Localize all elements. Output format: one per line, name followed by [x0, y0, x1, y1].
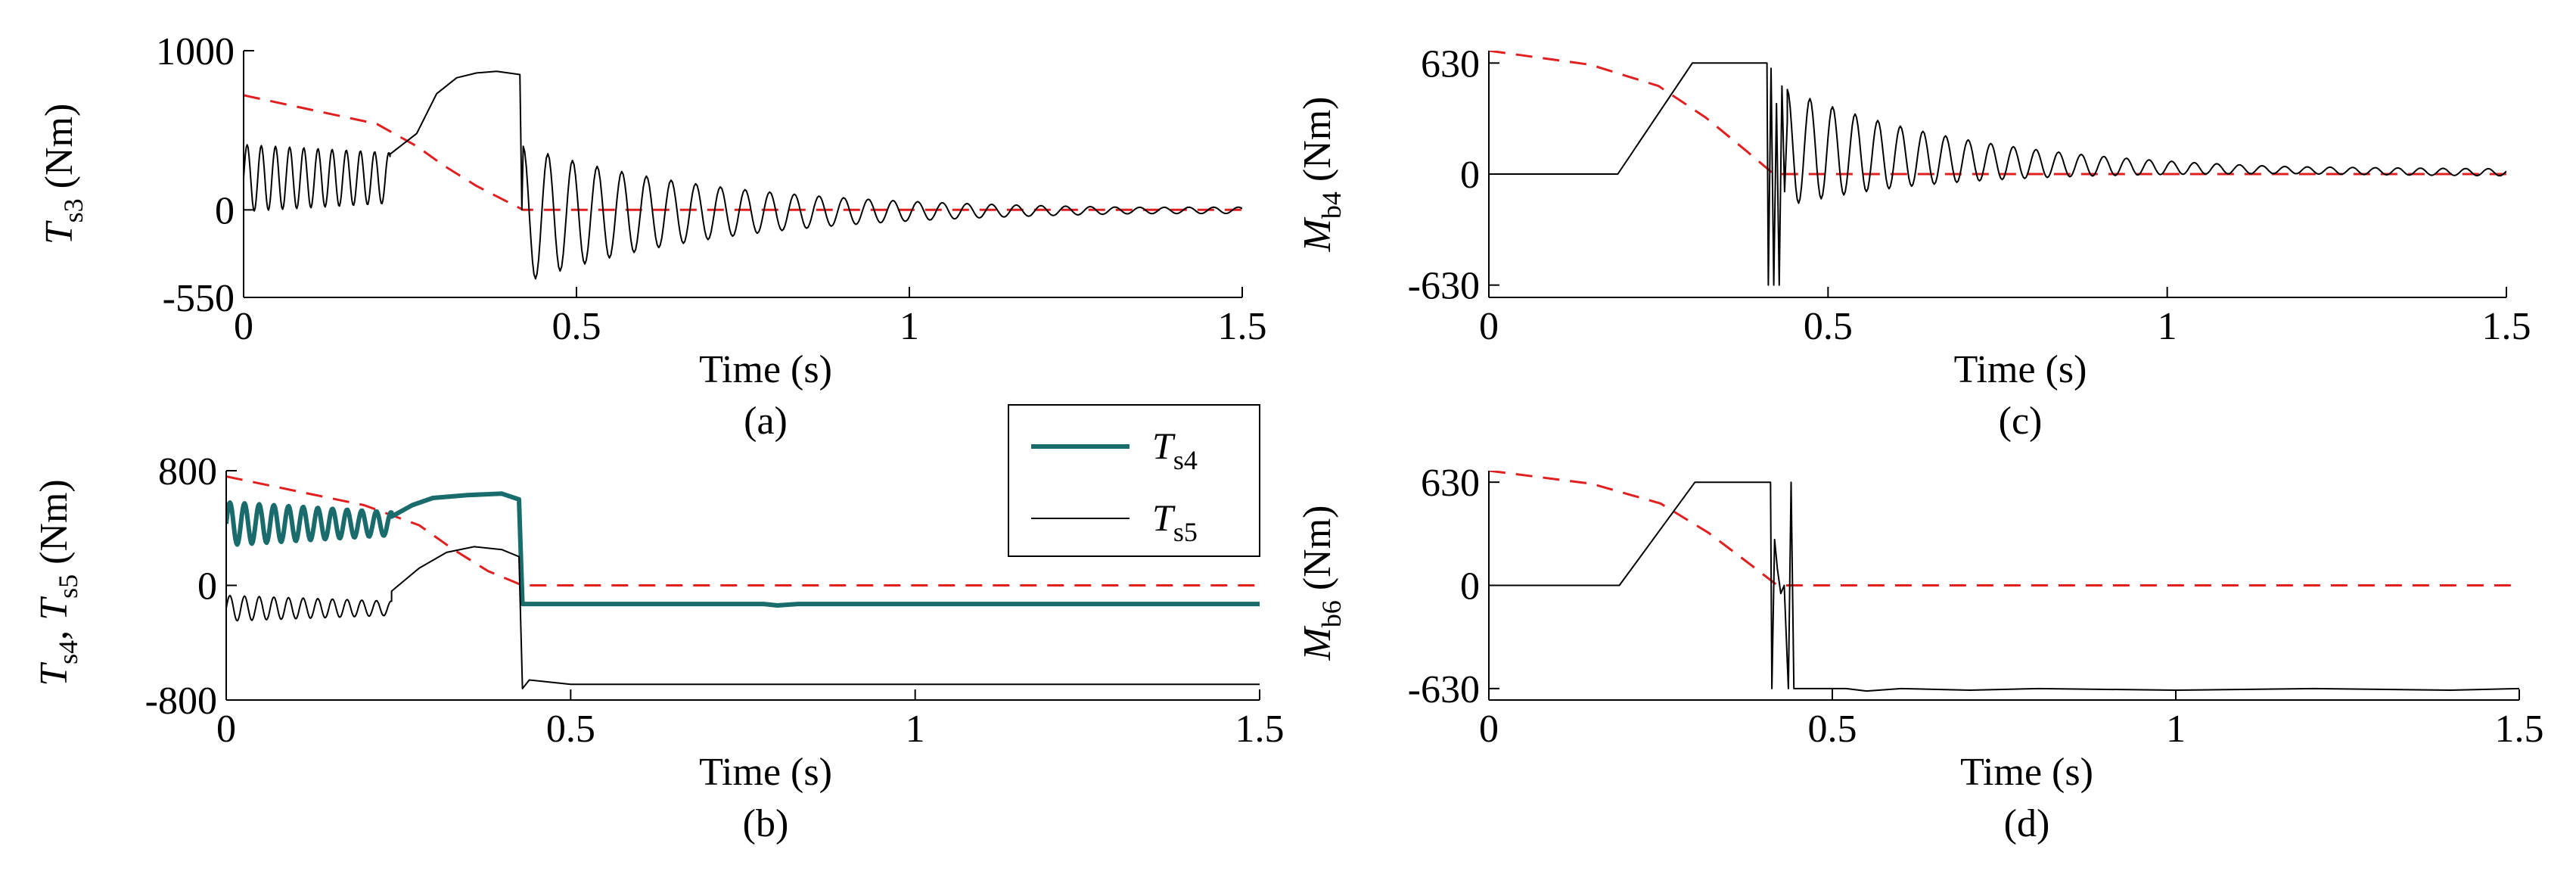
x-tick-label: 0 — [1479, 708, 1499, 751]
x-tick-label: 0 — [1479, 305, 1499, 348]
x-axis-label: Time (s) — [699, 751, 832, 794]
y-axis-label: Ts4, Ts5 (Nm) — [33, 479, 83, 686]
series-main-line — [1489, 481, 2519, 692]
panel-caption: (a) — [744, 400, 788, 443]
series-Ts4-line — [226, 491, 1260, 608]
legend-label: Ts4 — [1152, 425, 1198, 475]
legend-box — [1008, 404, 1260, 557]
series-ref-line — [244, 94, 1242, 211]
series-main-line — [1489, 62, 2506, 286]
y-tick-label: 0 — [215, 189, 235, 232]
y-tick-label: 0 — [197, 565, 217, 608]
x-axis-label: Time (s) — [699, 348, 832, 391]
x-axis-label: Time (s) — [1960, 751, 2093, 794]
x-tick-label: 1 — [2166, 708, 2186, 751]
y-axis-label: Mb4 (Nm) — [1296, 97, 1347, 253]
x-tick-label: 0 — [216, 708, 236, 751]
series-ref-line — [1489, 471, 2519, 587]
series-ref-line — [1489, 51, 2506, 176]
x-tick-label: 1 — [2158, 305, 2177, 348]
panel-caption: (c) — [1999, 400, 2043, 443]
y-axis-label: Ts3 (Nm) — [38, 104, 89, 245]
y-tick-label: 800 — [158, 450, 217, 493]
x-tick-label: 1 — [906, 708, 925, 751]
y-tick-label: 630 — [1421, 42, 1480, 86]
series-ref-line — [226, 475, 1260, 587]
x-tick-label: 0.5 — [1804, 305, 1853, 348]
y-tick-label: -630 — [1408, 265, 1480, 308]
y-tick-label: 1000 — [156, 30, 235, 73]
y-tick-label: 0 — [1460, 154, 1480, 197]
y-tick-label: -550 — [163, 277, 235, 320]
x-tick-label: 1 — [900, 305, 919, 348]
x-axis-label: Time (s) — [1954, 348, 2087, 391]
x-tick-label: 0.5 — [552, 305, 601, 348]
y-tick-label: 630 — [1421, 462, 1480, 505]
x-tick-label: 1.5 — [1235, 708, 1285, 751]
x-tick-label: 0 — [234, 305, 253, 348]
x-tick-label: 0.5 — [1808, 708, 1857, 751]
y-tick-label: 0 — [1460, 565, 1480, 608]
y-tick-label: -800 — [145, 680, 217, 723]
y-tick-label: -630 — [1408, 668, 1480, 711]
x-tick-label: 1.5 — [1218, 305, 1267, 348]
panel-caption: (b) — [743, 802, 789, 845]
series-Ts5-line — [226, 546, 1260, 689]
y-axis-label: Mb6 (Nm) — [1296, 506, 1347, 661]
panel-caption: (d) — [2004, 802, 2050, 845]
legend-label: Ts5 — [1152, 496, 1198, 547]
x-tick-label: 1.5 — [2495, 708, 2544, 751]
series-main-line — [244, 70, 1242, 280]
x-tick-label: 0.5 — [546, 708, 595, 751]
x-tick-label: 1.5 — [2482, 305, 2531, 348]
